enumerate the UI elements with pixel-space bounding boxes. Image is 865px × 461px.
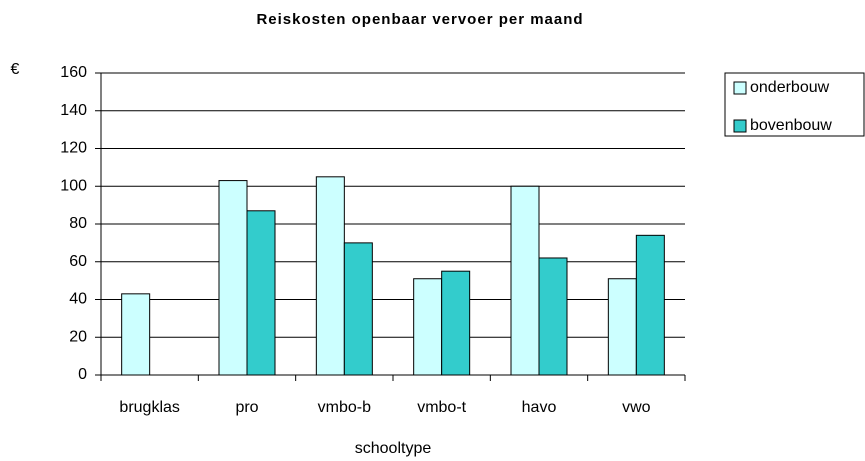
x-tick-label: vmbo-t: [417, 399, 466, 416]
bar: [343, 242, 373, 376]
bar: [246, 210, 276, 376]
bar: [538, 257, 568, 376]
bar: [441, 270, 471, 376]
bar: [635, 234, 665, 376]
bar: [315, 176, 345, 376]
legend-swatch: [733, 119, 747, 133]
y-tick-label: 120: [60, 140, 87, 157]
bar: [121, 293, 151, 376]
y-tick-label: 40: [69, 291, 87, 308]
x-tick-label: brugklas: [119, 399, 179, 416]
bar: [413, 278, 443, 376]
bar: [218, 180, 248, 376]
legend-label: onderbouw: [750, 79, 830, 96]
x-tick-label: havo: [522, 399, 557, 416]
y-tick-label: 160: [60, 64, 87, 81]
x-tick-label: vmbo-b: [318, 399, 371, 416]
y-tick-label: 0: [78, 366, 87, 383]
y-tick-label: 80: [69, 215, 87, 232]
bar: [607, 278, 637, 376]
chart-title: Reiskosten openbaar vervoer per maand: [256, 11, 583, 28]
y-tick-label: 140: [60, 102, 87, 119]
y-tick-label: 60: [69, 253, 87, 270]
legend-swatch: [733, 81, 747, 95]
x-tick-label: pro: [235, 399, 258, 416]
legend-label: bovenbouw: [750, 117, 832, 134]
x-tick-label: vwo: [622, 399, 651, 416]
y-axis-label: €: [11, 61, 20, 78]
bar: [510, 185, 540, 376]
x-axis-label: schooltype: [355, 440, 432, 457]
y-tick-label: 100: [60, 177, 87, 194]
legend-box: [724, 72, 865, 137]
y-tick-label: 20: [69, 328, 87, 345]
